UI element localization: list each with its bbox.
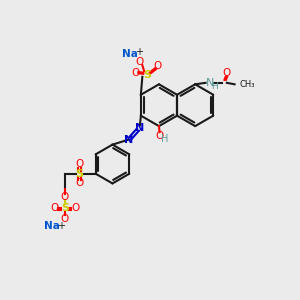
Text: H: H (211, 82, 218, 91)
Text: O: O (155, 131, 164, 141)
Text: S: S (61, 203, 69, 213)
Text: O: O (75, 159, 83, 169)
Text: O: O (222, 68, 230, 78)
Text: Na: Na (122, 49, 138, 59)
Text: O: O (135, 57, 143, 67)
Text: +: + (135, 47, 143, 57)
Text: N: N (206, 78, 214, 88)
Text: Na: Na (44, 221, 60, 231)
Text: O: O (61, 192, 69, 202)
Text: H: H (161, 134, 169, 144)
Text: +: + (57, 221, 65, 231)
Text: O: O (153, 61, 161, 71)
Text: O: O (61, 214, 69, 224)
Text: CH₃: CH₃ (239, 80, 255, 89)
Text: S: S (75, 169, 83, 179)
Text: N: N (124, 134, 134, 145)
Text: N: N (135, 123, 144, 133)
Text: O: O (71, 203, 80, 213)
Text: S: S (143, 70, 151, 80)
Text: O: O (75, 178, 83, 188)
Text: O: O (50, 203, 59, 213)
Text: O: O (131, 68, 140, 78)
